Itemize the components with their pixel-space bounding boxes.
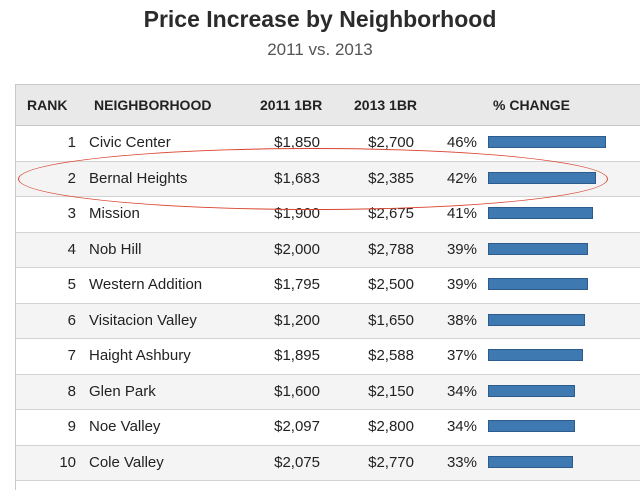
price-2011-cell: $1,900 <box>274 205 320 222</box>
rank-cell: 3 <box>67 205 76 222</box>
table-row: 5 Western Addition $1,795 $2,500 39% <box>16 268 640 304</box>
price-2011-cell: $1,895 <box>274 347 320 364</box>
percent-change-cell: 42% <box>446 169 477 187</box>
percent-change-bar <box>488 420 575 432</box>
percent-change-cell: 33% <box>446 453 477 471</box>
percent-change-cell: 38% <box>446 311 477 329</box>
percent-change-bar <box>488 136 606 148</box>
rank-cell: 7 <box>67 347 76 364</box>
price-2013-cell: $2,500 <box>368 276 414 293</box>
price-2011-cell: $2,000 <box>274 240 320 258</box>
price-2013-cell: $2,700 <box>368 134 414 151</box>
neighborhood-cell: Cole Valley <box>89 453 164 471</box>
rank-cell: 2 <box>67 169 76 187</box>
price-2013-cell: $2,770 <box>368 453 414 471</box>
header-neighborhood: NEIGHBORHOOD <box>94 97 212 113</box>
percent-change-bar <box>488 171 596 184</box>
table-row: 10 Cole Valley $2,075 $2,770 33% <box>16 445 640 481</box>
table-row: 7 Haight Ashbury $1,895 $2,588 37% <box>16 339 640 375</box>
rank-cell: 10 <box>59 453 76 471</box>
table-row: 4 Nob Hill $2,000 $2,788 39% <box>16 232 640 268</box>
neighborhood-cell: Visitacion Valley <box>89 311 197 329</box>
price-2011-cell: $1,600 <box>274 382 320 400</box>
table-row: 1 Civic Center $1,850 $2,700 46% <box>16 126 640 162</box>
rank-cell: 8 <box>67 382 76 400</box>
rank-cell: 9 <box>67 418 76 435</box>
neighborhood-cell: Glen Park <box>89 382 156 400</box>
price-2013-cell: $2,385 <box>368 169 414 187</box>
neighborhood-cell: Western Addition <box>89 276 203 293</box>
header-change: % CHANGE <box>493 97 571 113</box>
neighborhood-cell: Civic Center <box>89 134 171 151</box>
percent-change-bar <box>488 242 588 255</box>
table-row: 2 Bernal Heights $1,683 $2,385 42% <box>16 161 640 197</box>
neighborhood-cell: Noe Valley <box>89 418 161 435</box>
rank-cell: 4 <box>67 240 76 258</box>
percent-change-bar <box>488 455 573 468</box>
percent-change-bar <box>488 349 583 361</box>
table-row: 9 Noe Valley $2,097 $2,800 34% <box>16 410 640 446</box>
price-2013-cell: $2,800 <box>368 418 414 435</box>
percent-change-cell: 39% <box>446 276 477 293</box>
table-header: RANK NEIGHBORHOOD 2011 1BR 2013 1BR % CH… <box>16 84 640 126</box>
rank-cell: 1 <box>67 134 76 151</box>
price-2011-cell: $2,097 <box>274 418 320 435</box>
percent-change-cell: 34% <box>446 418 477 435</box>
percent-change-bar <box>488 384 575 397</box>
percent-change-bar <box>488 278 588 290</box>
chart-title: Price Increase by Neighborhood <box>143 6 497 32</box>
price-2011-cell: $2,075 <box>274 453 320 471</box>
price-table: RANK NEIGHBORHOOD 2011 1BR 2013 1BR % CH… <box>15 84 640 490</box>
price-2011-cell: $1,850 <box>274 134 320 151</box>
neighborhood-cell: Bernal Heights <box>89 169 188 187</box>
rank-cell: 6 <box>67 311 76 329</box>
percent-change-bar <box>488 313 585 326</box>
percent-change-cell: 41% <box>446 205 477 222</box>
price-2013-cell: $2,588 <box>368 347 414 364</box>
price-2011-cell: $1,200 <box>274 311 320 329</box>
percent-change-cell: 39% <box>446 240 477 258</box>
percent-change-cell: 34% <box>446 382 477 400</box>
table-row: 3 Mission $1,900 $2,675 41% <box>16 197 640 233</box>
price-2011-cell: $1,795 <box>274 276 320 293</box>
percent-change-cell: 37% <box>446 347 477 364</box>
price-2011-cell: $1,683 <box>274 169 320 187</box>
price-2013-cell: $2,150 <box>368 382 414 400</box>
table-row: 8 Glen Park $1,600 $2,150 34% <box>16 374 640 410</box>
percent-change-bar <box>488 207 593 219</box>
chart-subtitle: 2011 vs. 2013 <box>267 40 373 59</box>
table-row: 6 Visitacion Valley $1,200 $1,650 38% <box>16 303 640 339</box>
price-2013-cell: $1,650 <box>368 311 414 329</box>
neighborhood-cell: Mission <box>89 205 140 222</box>
header-2013: 2013 1BR <box>354 97 418 113</box>
header-rank: RANK <box>27 97 68 113</box>
percent-change-cell: 46% <box>446 134 477 151</box>
neighborhood-cell: Haight Ashbury <box>89 347 191 364</box>
rank-cell: 5 <box>67 276 76 293</box>
price-2013-cell: $2,788 <box>368 240 414 258</box>
header-2011: 2011 1BR <box>260 97 323 113</box>
price-2013-cell: $2,675 <box>368 205 414 222</box>
neighborhood-cell: Nob Hill <box>89 240 142 258</box>
